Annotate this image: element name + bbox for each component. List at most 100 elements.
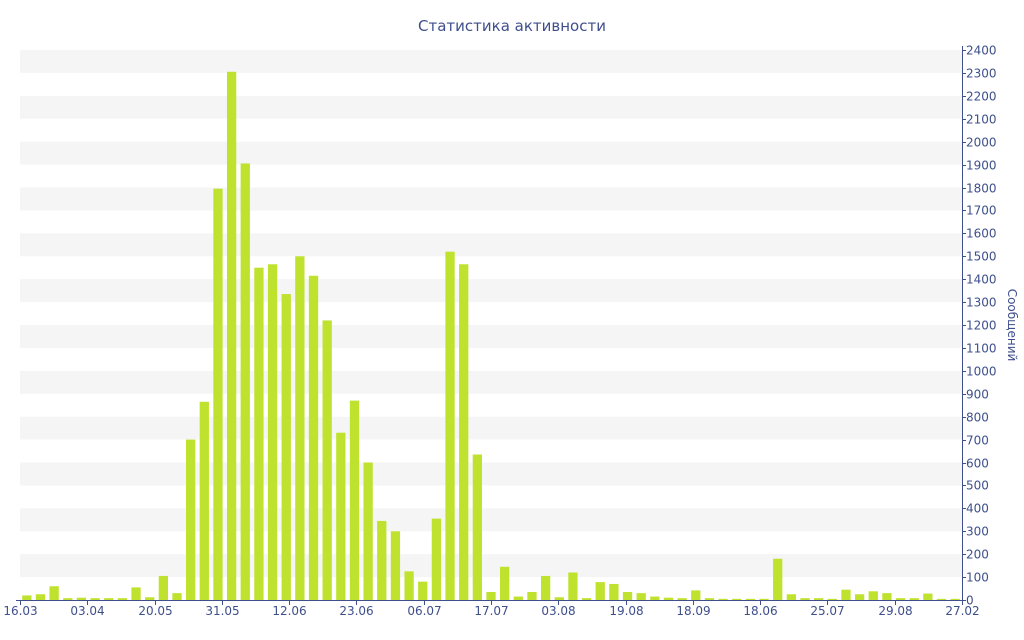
- grid-band: [20, 141, 962, 165]
- y-tick-label: 200: [966, 548, 989, 562]
- bar: [759, 598, 769, 600]
- x-tick-label: 29.08: [878, 604, 912, 618]
- bar: [500, 566, 510, 600]
- bar: [663, 597, 674, 600]
- bar: [22, 595, 32, 600]
- bar: [486, 591, 496, 600]
- bar: [786, 594, 796, 600]
- bar: [581, 598, 592, 600]
- bar: [281, 294, 291, 600]
- bar: [691, 590, 701, 600]
- y-tick-label: 1900: [966, 159, 997, 173]
- y-tick-label: 100: [966, 571, 989, 585]
- y-tick-label: 1800: [966, 182, 997, 196]
- y-tick-label: 800: [966, 411, 989, 425]
- y-tick-label: 900: [966, 388, 989, 402]
- y-tick-label: 2400: [966, 44, 997, 58]
- bar-series: [22, 71, 960, 601]
- bar: [349, 400, 360, 600]
- y-tick-label: 1000: [966, 365, 997, 379]
- x-tick-labels: 16.03 03.04 20.05 31.05 12.06 23.06 06.07 17.07…: [3, 600, 980, 618]
- bar: [199, 401, 209, 600]
- grid-bands: [20, 50, 962, 578]
- bar: [418, 581, 428, 600]
- grid-band: [20, 462, 962, 486]
- bar: [650, 596, 660, 600]
- x-tick-label: 17.07: [474, 604, 508, 618]
- y-tick-label: 300: [966, 525, 989, 539]
- y-tick-label: 500: [966, 479, 989, 493]
- bar: [104, 598, 114, 600]
- x-tick-label: 18.06: [743, 604, 777, 618]
- x-tick-label: 25.07: [810, 604, 844, 618]
- bar: [267, 264, 278, 600]
- y-tick-label: 700: [966, 434, 989, 448]
- bar: [527, 591, 537, 600]
- x-tick-label: 03.08: [541, 604, 575, 618]
- bar: [554, 597, 564, 600]
- bar: [595, 582, 605, 600]
- bar: [49, 586, 59, 600]
- grid-band: [20, 508, 962, 532]
- bar: [854, 594, 865, 600]
- bar: [431, 518, 442, 600]
- bar: [363, 462, 373, 600]
- y-tick-label: 2200: [966, 90, 997, 104]
- bar: [76, 597, 87, 600]
- bar: [145, 597, 155, 600]
- x-tick-label: 20.05: [138, 604, 172, 618]
- grid-band: [20, 416, 962, 440]
- bar: [909, 598, 919, 600]
- bar: [745, 598, 756, 600]
- grid-band: [20, 325, 962, 348]
- chart-title: Статистика активности: [418, 17, 606, 35]
- bar: [308, 275, 319, 600]
- bar: [90, 598, 100, 600]
- bar: [677, 598, 687, 600]
- grid-band: [20, 187, 962, 211]
- bar: [322, 320, 332, 600]
- y-tick-label: 2300: [966, 67, 997, 81]
- bar: [131, 587, 141, 600]
- bar: [868, 591, 878, 600]
- bar: [445, 251, 455, 600]
- bar: [254, 267, 264, 600]
- bar: [158, 575, 168, 600]
- bar: [936, 598, 947, 600]
- bar: [923, 593, 933, 600]
- y-tick-label: 600: [966, 457, 989, 471]
- y-tick-label: 0: [966, 594, 974, 608]
- bar: [609, 583, 619, 600]
- bar: [295, 256, 305, 600]
- bar: [213, 188, 223, 601]
- bar: [827, 598, 837, 600]
- x-tick-label: 19.08: [609, 604, 643, 618]
- bar: [117, 598, 128, 600]
- bar: [540, 575, 551, 600]
- y-tick-label: 1100: [966, 342, 997, 356]
- bar: [226, 71, 237, 601]
- bar: [186, 439, 196, 600]
- bar: [35, 594, 46, 600]
- bar: [513, 596, 523, 600]
- bar: [390, 531, 401, 600]
- y-axis-title: Сообщений: [1005, 289, 1019, 362]
- x-tick-label: 31.05: [205, 604, 239, 618]
- y-tick-label: 1500: [966, 250, 997, 264]
- bar: [636, 593, 646, 600]
- bar: [704, 598, 715, 600]
- y-tick-label: 1700: [966, 204, 997, 218]
- bar: [622, 591, 633, 600]
- x-tick-label: 23.06: [339, 604, 373, 618]
- x-tick-label: 12.06: [272, 604, 306, 618]
- y-tick-labels: 0 100 200 300 400 500 600 700 800 900 1000 1100 1200…: [962, 44, 997, 608]
- grid-band: [20, 279, 962, 303]
- grid-band: [20, 50, 962, 73]
- y-tick-label: 1400: [966, 273, 997, 287]
- y-tick-label: 2000: [966, 136, 997, 150]
- bar: [172, 593, 182, 600]
- bar: [459, 264, 469, 600]
- bar: [568, 572, 578, 600]
- bar: [240, 163, 250, 600]
